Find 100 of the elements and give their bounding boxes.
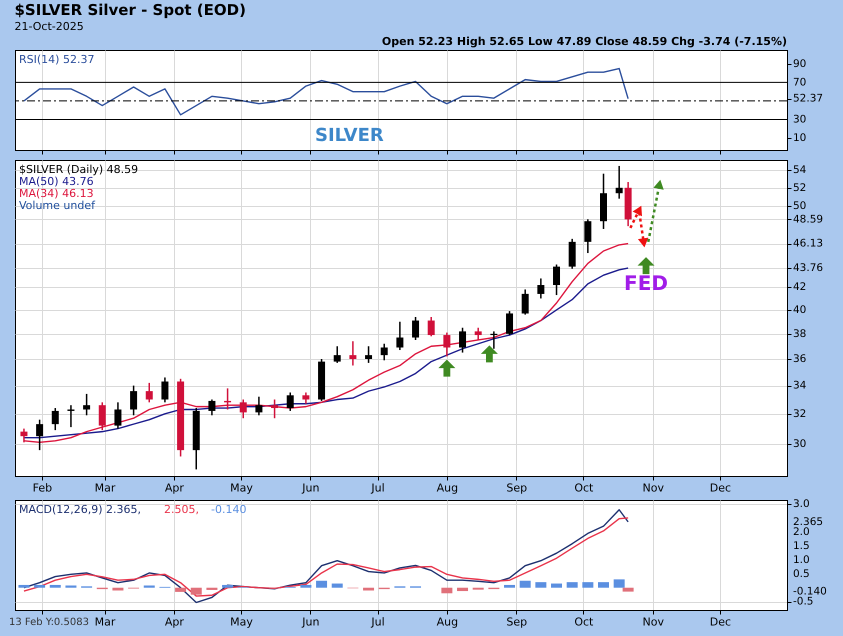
candlestick (584, 218, 592, 254)
text: 13 Feb Y:0.5083 (9, 617, 89, 628)
y-tick-label: 52.37 (793, 92, 824, 105)
x-tick-label: Dec (710, 616, 732, 628)
candlestick (146, 382, 153, 404)
bar (457, 588, 468, 592)
y-tick-label: 36 (793, 353, 807, 365)
y-tick-label: 30 (793, 113, 806, 126)
y-tick-label: 40 (793, 304, 806, 316)
candlestick (365, 345, 372, 364)
candlestick (161, 376, 168, 404)
candlestick (412, 316, 420, 341)
x-tick-label: Jul (370, 616, 385, 628)
x-tick-label: May (230, 616, 254, 628)
y-tick-label: -0.5 (793, 596, 814, 608)
x-tick-label: Mar (94, 616, 116, 628)
candlestick (443, 332, 450, 358)
y-tick-label: 90 (793, 58, 806, 70)
bar (190, 588, 202, 595)
x-tick-label: Nov (642, 482, 664, 494)
bar (582, 582, 594, 588)
candlestick (522, 288, 529, 316)
y-tick-label: 46.13 (793, 238, 824, 250)
bar (65, 585, 76, 588)
text: RSI(14) 52.37 (19, 53, 94, 66)
x-tick-label: Jul (370, 482, 385, 494)
x-tick-label: Oct (574, 616, 594, 628)
text: 2.505, (164, 503, 199, 516)
y-tick-label: 48.59 (793, 213, 824, 226)
y-tick-label: 2.0 (793, 526, 810, 538)
bar (598, 582, 610, 588)
bar (535, 582, 546, 588)
candlestick (506, 310, 514, 336)
candlestick (114, 402, 122, 430)
y-tick-label: 30 (793, 438, 806, 450)
candlestick (537, 278, 544, 300)
x-tick-label: Jun (301, 482, 320, 494)
bar (441, 588, 452, 594)
y-tick-label: 32 (793, 408, 806, 420)
line-series (23, 517, 629, 597)
candlestick (255, 396, 262, 416)
y-tick-label: 50 (793, 200, 806, 212)
candlestick (67, 404, 74, 428)
x-tick-label: Oct (574, 482, 594, 494)
annotation: Volume undef (19, 199, 96, 212)
text: MACD(12,26,9) 2.365, (19, 503, 142, 516)
candlestick (428, 316, 435, 338)
y-tick-label: 54 (793, 164, 807, 176)
candlestick (52, 407, 59, 431)
candlestick (130, 384, 138, 416)
text: MA(34) 46.13 (19, 187, 94, 200)
bar (175, 588, 186, 592)
bar (144, 585, 155, 588)
bar (520, 580, 531, 588)
candlestick (286, 392, 294, 412)
candlestick (83, 393, 90, 416)
text: Open 52.23 High 52.65 Low 47.89 Close 48.59 Chg -3.74 (-7.15%) (382, 35, 787, 48)
x-tick-label: Aug (436, 616, 458, 628)
line-series (23, 68, 629, 116)
x-tick-label: Jun (301, 616, 320, 628)
y-tick-label: 43.76 (793, 262, 824, 274)
candlestick (396, 320, 404, 351)
x-tick-label: Nov (642, 616, 664, 628)
candlestick (380, 342, 388, 362)
text: MA(50) 43.76 (19, 175, 94, 188)
y-tick-label: 70 (793, 76, 806, 88)
candlestick (302, 392, 310, 405)
candlestick (271, 398, 278, 419)
x-tick-label: Mar (94, 482, 116, 494)
x-tick-label: Sep (506, 482, 528, 494)
candlestick (98, 402, 106, 431)
y-tick-label: 52 (793, 182, 806, 194)
y-tick-label: 3.0 (793, 498, 810, 510)
text: $SILVER (Daily) 48.59 (19, 163, 138, 176)
x-tick-label: May (230, 482, 254, 494)
annotation: FED (624, 270, 668, 295)
annotation: SILVER (315, 125, 384, 146)
candlestick (553, 264, 560, 296)
candlestick (334, 345, 341, 364)
candlestick (616, 165, 623, 200)
candlestick (459, 326, 466, 354)
chart-subtitle: 21-Oct-2025 (14, 20, 84, 33)
x-tick-label: Apr (164, 482, 184, 494)
candlestick (474, 326, 482, 341)
text: -0.140 (211, 503, 246, 516)
y-tick-label: 1.5 (793, 540, 810, 552)
x-tick-label: Feb (32, 482, 52, 494)
chart-title: $SILVER Silver - Spot (EOD) (14, 1, 246, 19)
bar (112, 588, 124, 591)
bar (363, 588, 374, 591)
y-tick-label: 1.0 (793, 554, 810, 566)
x-tick-label: Apr (164, 616, 184, 628)
y-tick-label: 0.5 (793, 568, 810, 580)
bar (332, 584, 343, 588)
candlestick (208, 398, 216, 416)
bar (316, 580, 328, 588)
y-tick-label: 42 (793, 281, 806, 294)
candlestick (240, 398, 247, 419)
y-tick-label: -0.140 (793, 586, 827, 598)
bar (614, 579, 625, 588)
